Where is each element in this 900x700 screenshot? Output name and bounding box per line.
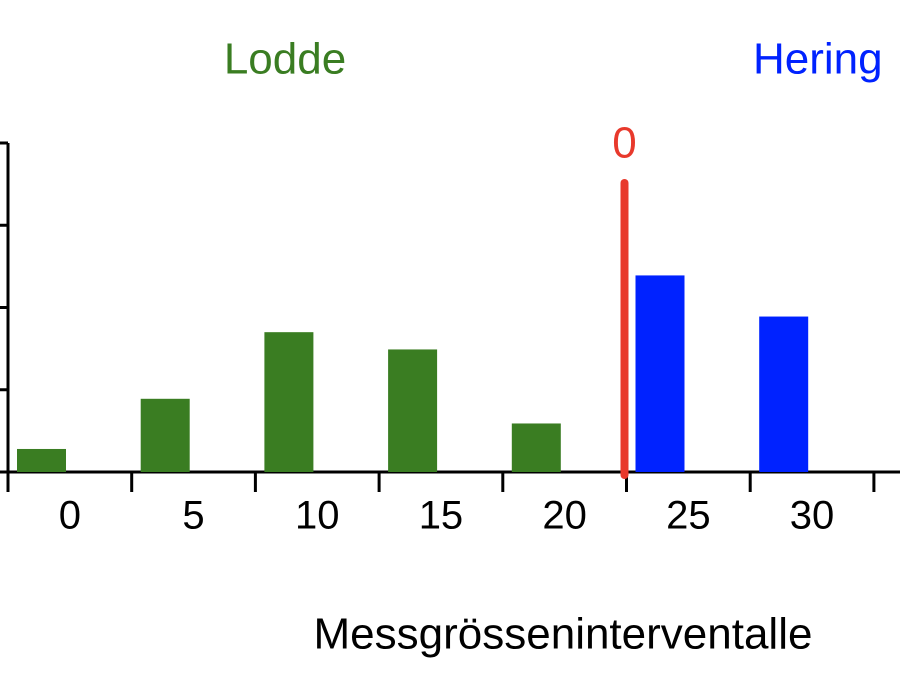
x-tick-label: 30 [790, 494, 835, 538]
legend-label: Hering [753, 35, 883, 84]
bar [388, 349, 438, 472]
x-tick-label: 25 [666, 494, 711, 538]
x-axis-label: Messgrösseninterventalle [314, 610, 813, 659]
bar [17, 448, 66, 472]
legend-label: Lodde [224, 35, 346, 84]
bar [511, 423, 561, 472]
x-tick-label: 0 [59, 494, 81, 538]
x-tick-label: 20 [542, 494, 587, 538]
bar [264, 332, 314, 472]
x-tick-label: 15 [419, 494, 464, 538]
annotation: 0 [612, 119, 636, 168]
bar [635, 275, 685, 472]
bar [140, 398, 190, 472]
bar [759, 316, 809, 472]
x-tick-label: 10 [295, 494, 340, 538]
x-tick-label: 5 [182, 494, 204, 538]
